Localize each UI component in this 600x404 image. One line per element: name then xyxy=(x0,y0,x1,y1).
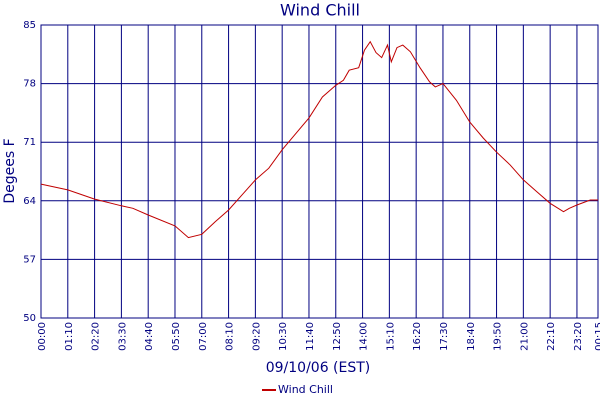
x-tick-label: 22:10 xyxy=(546,322,557,351)
x-tick-label: 17:30 xyxy=(439,322,450,351)
legend-label: Wind Chill xyxy=(278,383,333,396)
x-tick-label: 11:40 xyxy=(305,322,316,351)
y-tick-label: 85 xyxy=(23,20,36,31)
x-tick-label: 00:00 xyxy=(37,322,48,351)
x-tick-label: 19:50 xyxy=(493,322,504,351)
x-tick-label: 01:10 xyxy=(64,322,75,351)
x-tick-label: 03:30 xyxy=(117,322,128,351)
chart-title: Wind Chill xyxy=(280,1,360,20)
x-tick-label: 15:10 xyxy=(385,322,396,351)
x-tick-label: 10:30 xyxy=(278,322,289,351)
x-tick-label: 21:00 xyxy=(519,322,530,351)
x-tick-label: 16:20 xyxy=(412,322,423,351)
y-tick-label: 64 xyxy=(23,196,36,207)
x-tick-label: 07:00 xyxy=(198,322,209,351)
data-line xyxy=(40,40,598,239)
x-tick-label: 12:50 xyxy=(332,322,343,351)
y-tick-label: 71 xyxy=(23,137,36,148)
plot-frame xyxy=(40,24,599,319)
x-tick-label: 09:20 xyxy=(251,322,262,351)
x-tick-label: 18:40 xyxy=(466,322,477,351)
x-tick-label: 02:20 xyxy=(91,322,102,351)
y-axis-label: Degees F xyxy=(2,138,18,203)
x-tick-label: 04:40 xyxy=(144,322,155,351)
x-tick-label: 08:10 xyxy=(225,322,236,351)
x-axis-label: 09/10/06 (EST) xyxy=(266,360,371,376)
y-tick-label: 50 xyxy=(23,313,36,324)
x-tick-label: 23:20 xyxy=(573,322,584,351)
x-tick-label: 00:15 xyxy=(594,322,600,351)
x-tick-label: 14:00 xyxy=(359,322,370,351)
x-tick-label: 05:50 xyxy=(171,322,182,351)
y-tick-label: 78 xyxy=(23,79,36,90)
y-tick-label: 57 xyxy=(23,254,36,265)
